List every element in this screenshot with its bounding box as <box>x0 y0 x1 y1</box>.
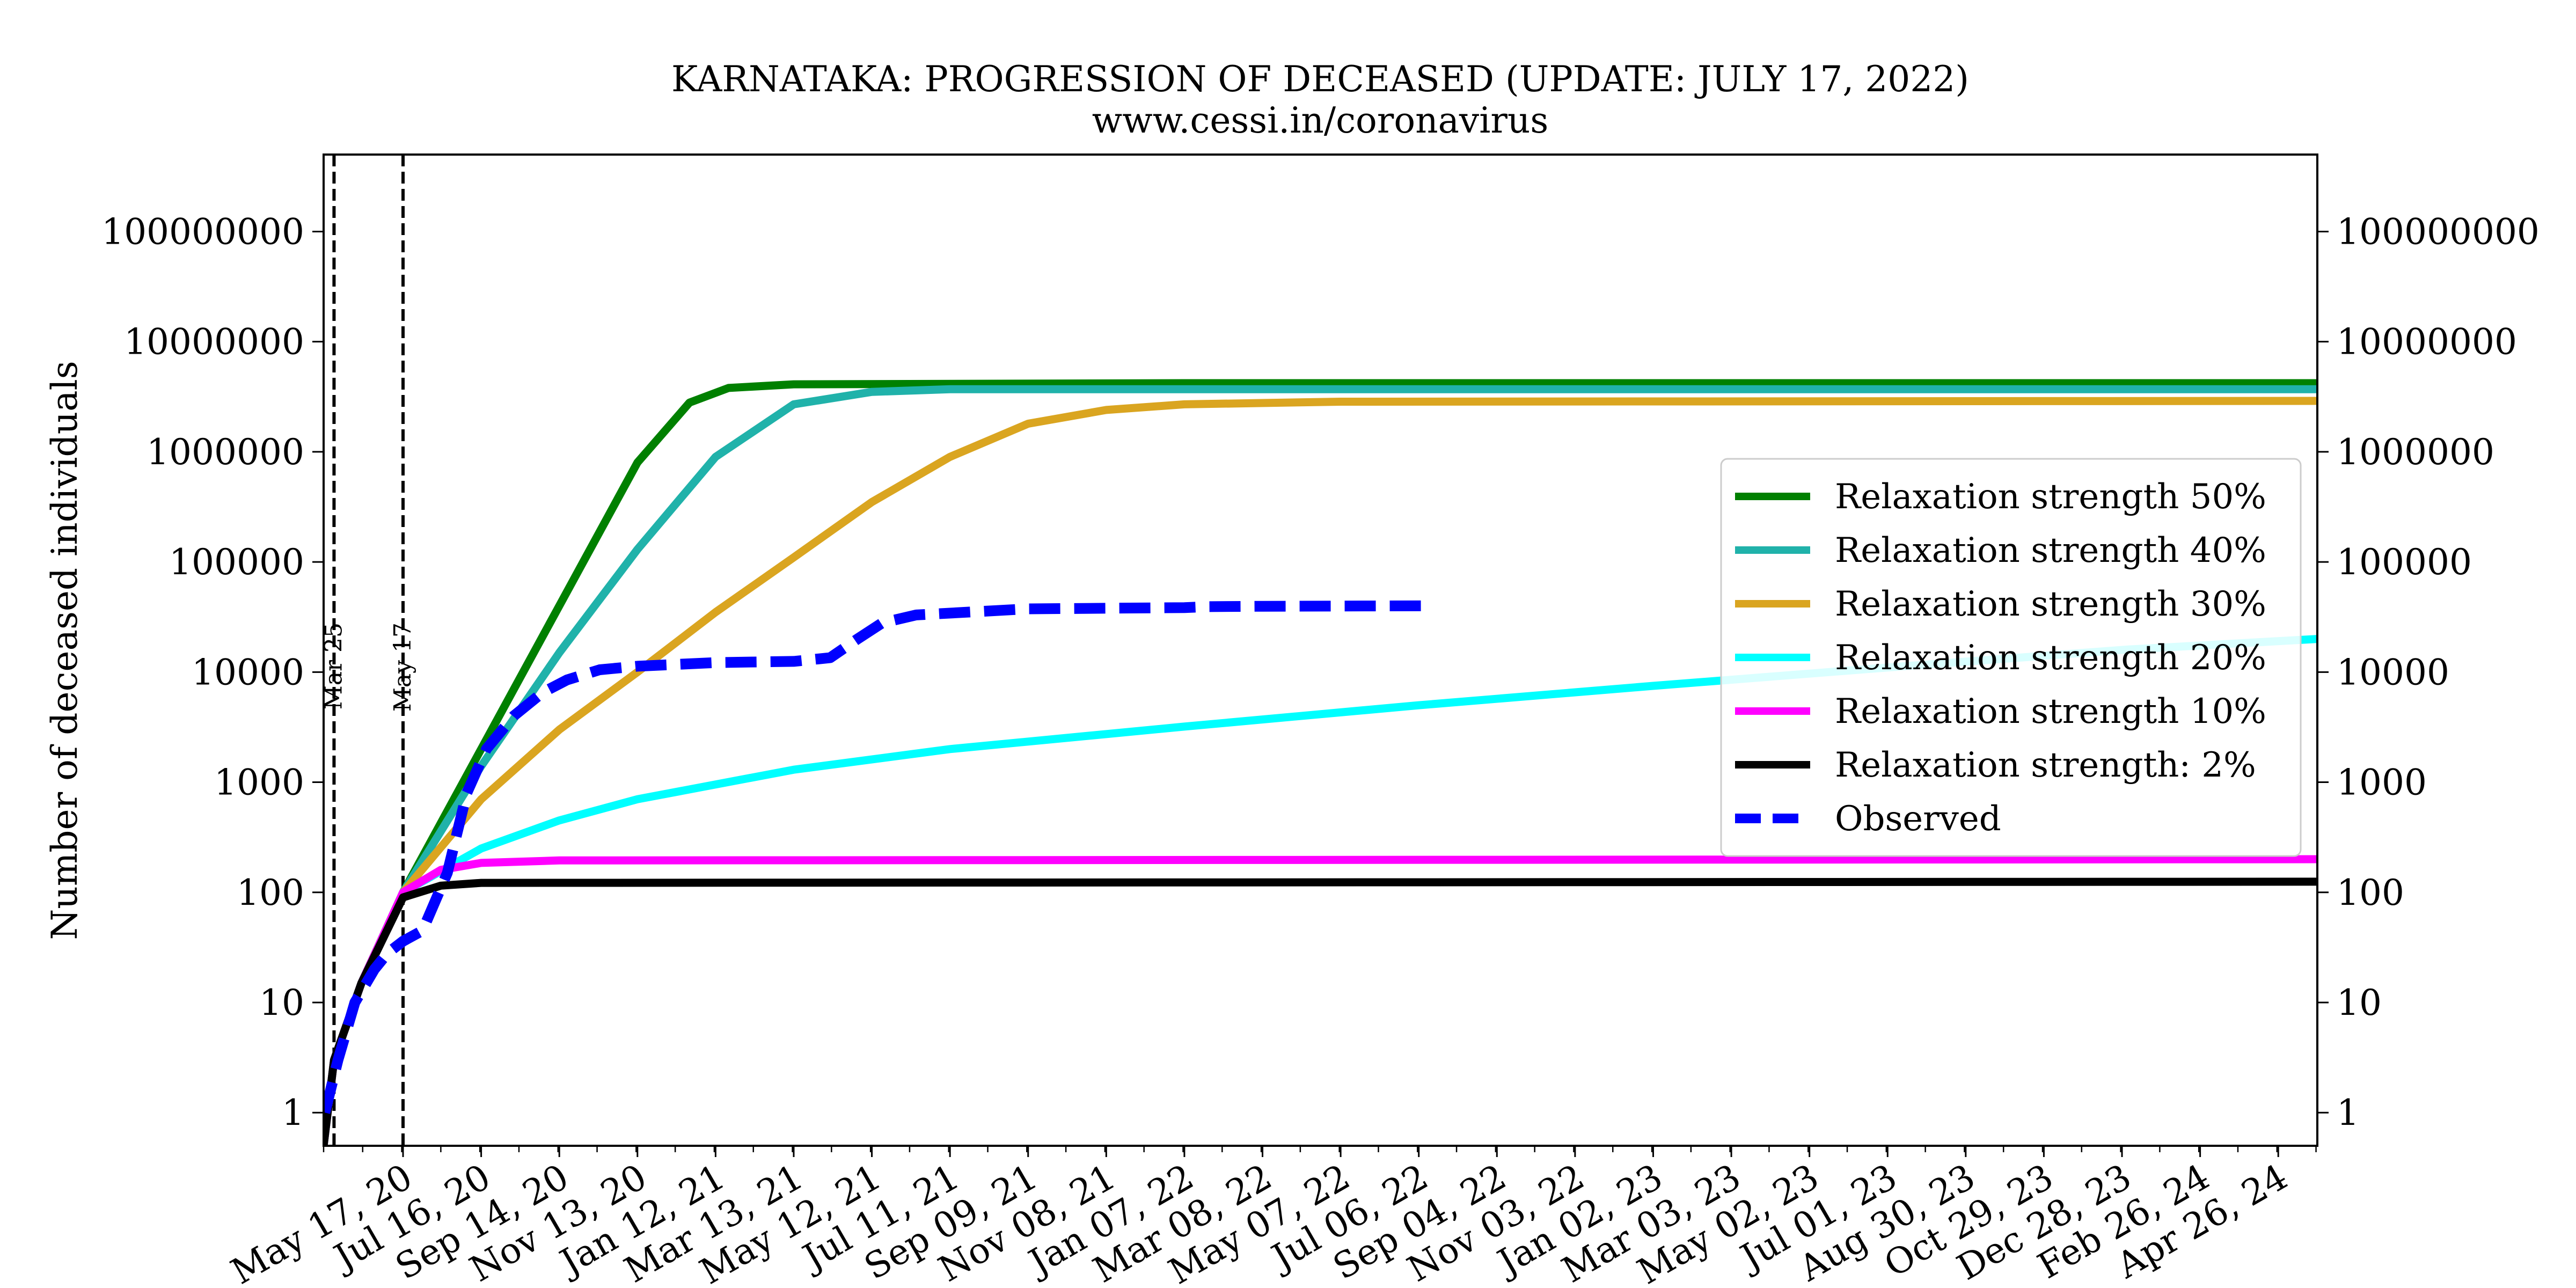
y-tick-label-left: 10000000 <box>124 321 304 363</box>
y-tick-label-left: 100000 <box>169 541 304 583</box>
series-line <box>324 877 2317 1146</box>
y-tick-label-right: 1000 <box>2337 762 2427 803</box>
legend-label: Observed <box>1835 799 2001 839</box>
legend-label: Relaxation strength 20% <box>1835 638 2266 678</box>
y-tick-label-right: 100000000 <box>2337 211 2540 252</box>
y-tick-label-left: 10 <box>259 982 304 1023</box>
y-tick-label-right: 1 <box>2337 1092 2359 1133</box>
legend-label: Relaxation strength 30% <box>1835 584 2266 624</box>
series-line <box>324 855 2317 1146</box>
legend-box <box>1720 458 2302 857</box>
y-tick-label-left: 1000000 <box>147 431 304 473</box>
y-tick-label-right: 100000 <box>2337 541 2472 583</box>
legend-label: Relaxation strength 10% <box>1835 692 2266 731</box>
legend: Relaxation strength 50% Relaxation streng… <box>1720 458 2302 857</box>
series-line <box>324 600 1433 1114</box>
y-tick-label-right: 10 <box>2337 982 2382 1023</box>
y-tick-label-left: 100 <box>237 872 304 913</box>
y-tick-label-right: 10000 <box>2337 652 2449 693</box>
y-axis-label: Number of deceased individuals <box>44 361 85 940</box>
chart-title: KARNATAKA: PROGRESSION OF DECEASED (UPDA… <box>671 58 1969 100</box>
y-tick-label-right: 1000000 <box>2337 431 2494 473</box>
legend-label: Relaxation strength 50% <box>1835 477 2266 517</box>
y-tick-label-left: 1 <box>282 1092 304 1133</box>
reference-line-label: May 17 <box>389 623 416 712</box>
chart-subtitle: www.cessi.in/coronavirus <box>1092 100 1549 141</box>
y-tick-label-left: 10000 <box>192 652 304 693</box>
y-tick-label-left: 1000 <box>214 762 304 803</box>
plot-frame <box>323 153 2318 1147</box>
legend-label: Relaxation strength: 2% <box>1835 745 2256 785</box>
y-tick-label-right: 10000000 <box>2337 321 2517 363</box>
y-tick-label-right: 100 <box>2337 872 2404 913</box>
legend-label: Relaxation strength 40% <box>1835 531 2266 570</box>
y-tick-label-left: 100000000 <box>101 211 304 252</box>
